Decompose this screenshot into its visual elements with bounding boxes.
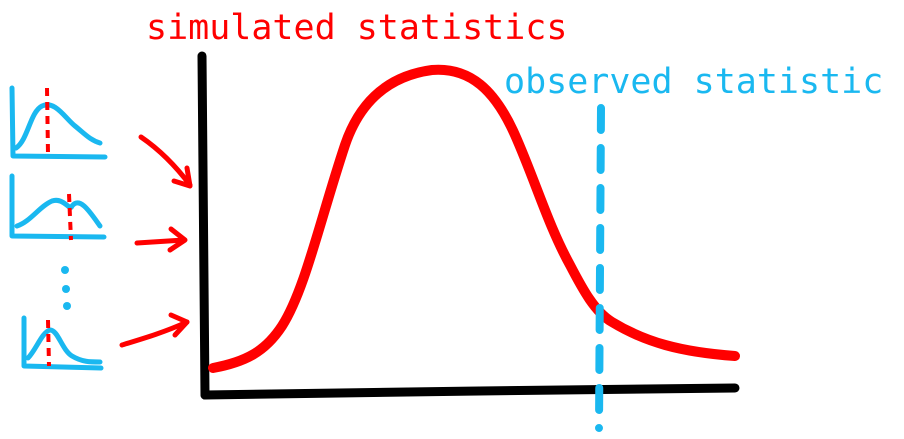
observed-statistic-line <box>595 104 605 432</box>
arrow-1 <box>138 134 193 189</box>
small-plot-1-curve <box>13 102 103 151</box>
observed-statistic-label: observed statistic <box>504 62 883 102</box>
y-axis <box>197 51 210 400</box>
x-axis <box>200 383 740 400</box>
small-plot-2 <box>9 173 107 241</box>
small-plot-2-curve <box>14 197 103 229</box>
simulated-distribution-curve <box>208 64 740 373</box>
small-plot-2-marker <box>67 193 73 241</box>
arrow-3 <box>119 312 190 348</box>
small-plot-1 <box>9 85 108 160</box>
main-axes <box>197 51 740 400</box>
small-plot-3 <box>21 315 104 371</box>
small-plot-1-axes <box>9 85 108 160</box>
small-plot-3-axes <box>21 315 104 371</box>
small-plot-2-axes <box>9 173 107 240</box>
simulated-statistics-label: simulated statistics <box>146 8 567 48</box>
small-plot-3-curve <box>25 327 103 365</box>
small-plot-1-marker <box>45 87 50 155</box>
small-plot-3-marker <box>46 319 51 367</box>
arrow-2 <box>134 226 188 253</box>
ellipsis-dots <box>61 266 71 310</box>
